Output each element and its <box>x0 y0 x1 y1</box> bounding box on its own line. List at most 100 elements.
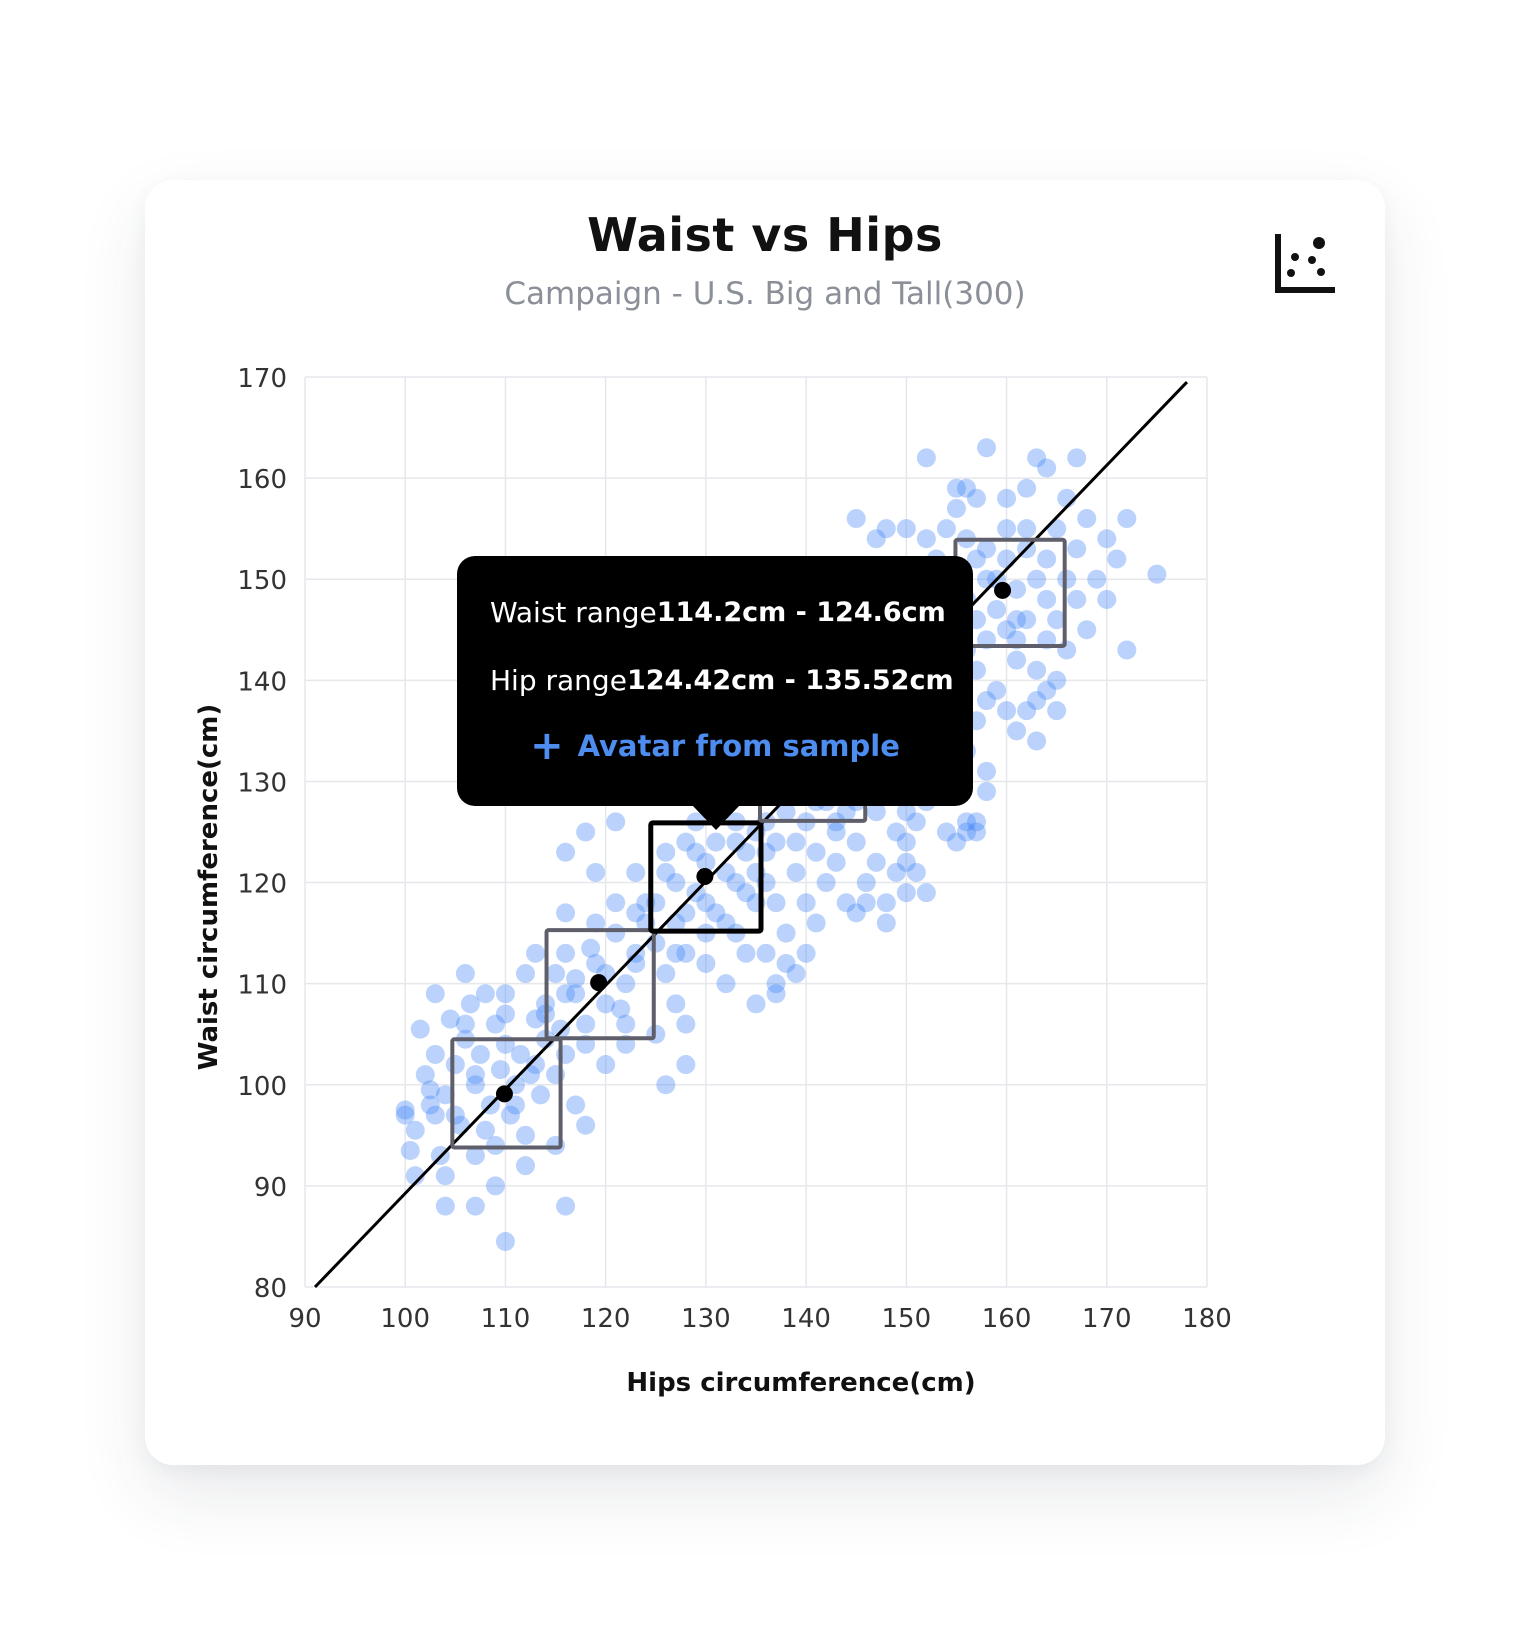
data-point <box>997 620 1017 640</box>
scatter-plot: 90 100 110 120 130 140 150 160 170 18080901001101… <box>194 364 1232 1398</box>
data-point <box>420 1080 440 1100</box>
chart-card: Waist vs Hips Campaign - U.S. Big and Ta… <box>145 180 1385 1465</box>
data-point <box>586 953 606 973</box>
data-point <box>977 761 997 781</box>
data-point <box>485 1176 505 1196</box>
data-point <box>966 812 986 832</box>
data-point <box>556 903 576 923</box>
data-point <box>405 1166 425 1186</box>
chart-type-button[interactable] <box>1273 230 1339 296</box>
range-center-point <box>495 1085 513 1103</box>
data-point <box>1067 589 1087 609</box>
data-point <box>425 984 445 1004</box>
data-point <box>756 943 776 963</box>
data-point <box>997 701 1017 721</box>
data-point <box>515 964 535 984</box>
data-point <box>776 953 796 973</box>
data-point <box>490 1060 510 1080</box>
data-point <box>906 862 926 882</box>
data-point <box>846 832 866 852</box>
data-point <box>445 1105 465 1125</box>
data-point <box>1017 478 1037 498</box>
data-point <box>886 862 906 882</box>
data-point <box>776 802 796 822</box>
range-tooltip: Waist range 114.2cm - 124.6cm Hip range … <box>457 556 973 830</box>
data-point <box>826 822 846 842</box>
data-point <box>1037 589 1057 609</box>
data-point <box>1017 519 1037 539</box>
data-point <box>776 923 796 943</box>
data-point <box>716 913 736 933</box>
data-point <box>611 999 631 1019</box>
data-point <box>726 873 746 893</box>
data-point <box>1037 458 1057 478</box>
data-point <box>1077 509 1097 529</box>
data-point <box>666 873 686 893</box>
data-point <box>736 943 756 963</box>
hip-range-row: Hip range 124.42cm - 135.52cm <box>490 660 954 700</box>
data-point <box>946 832 966 852</box>
data-point <box>395 1100 415 1120</box>
data-point <box>846 903 866 923</box>
data-point <box>736 883 756 903</box>
y-tick-label: 140 <box>237 667 287 697</box>
data-point <box>1147 564 1167 584</box>
data-point <box>465 1075 485 1095</box>
x-tick-label: 100 <box>380 1304 430 1334</box>
data-point <box>1067 448 1087 468</box>
data-point <box>836 893 856 913</box>
x-tick-label: 180 <box>1182 1304 1232 1334</box>
data-point <box>706 903 726 923</box>
data-point <box>1047 701 1067 721</box>
data-point <box>475 1120 495 1140</box>
data-point <box>616 974 636 994</box>
data-point <box>987 600 1007 620</box>
range-box[interactable] <box>450 1037 563 1150</box>
data-point <box>415 1065 435 1085</box>
y-tick-label: 90 <box>254 1173 287 1203</box>
data-point <box>936 822 956 842</box>
data-point <box>1047 519 1067 539</box>
data-point <box>551 1019 571 1039</box>
data-point <box>1087 569 1107 589</box>
data-point <box>566 1095 586 1115</box>
data-point <box>966 822 986 842</box>
data-point <box>455 964 475 984</box>
scatter-chart-icon <box>1275 234 1335 293</box>
data-point <box>866 852 886 872</box>
chart-subtitle: Campaign - U.S. Big and Tall(300) <box>504 276 1026 312</box>
data-point <box>526 943 546 963</box>
range-box[interactable] <box>544 928 656 1041</box>
data-point <box>526 1009 546 1029</box>
data-point <box>435 1196 455 1216</box>
data-point <box>556 1196 576 1216</box>
data-point <box>405 1120 425 1140</box>
data-point <box>410 1019 430 1039</box>
data-point <box>445 1055 465 1075</box>
data-point <box>576 1115 596 1135</box>
data-point <box>435 1085 455 1105</box>
data-point <box>556 943 576 963</box>
x-axis-label: Hips circumference(cm) <box>626 1368 975 1398</box>
data-point <box>786 862 806 882</box>
data-point <box>495 984 515 1004</box>
data-point <box>656 1075 676 1095</box>
data-point <box>646 1024 666 1044</box>
range-center-point <box>590 974 608 992</box>
y-tick-label: 110 <box>237 971 287 1001</box>
data-point <box>696 953 716 973</box>
data-point <box>786 832 806 852</box>
data-point <box>566 984 586 1004</box>
data-point <box>1047 610 1067 630</box>
trend-line <box>313 381 1189 1289</box>
data-point <box>576 1014 596 1034</box>
range-center-point <box>994 581 1012 599</box>
y-tick-label: 130 <box>237 768 287 798</box>
data-point <box>896 802 916 822</box>
data-point <box>766 974 786 994</box>
avatar-from-sample-button[interactable]: + Avatar from sample <box>457 724 973 768</box>
data-point <box>1107 549 1127 569</box>
data-point <box>977 539 997 559</box>
data-point <box>666 943 686 963</box>
data-point <box>420 1095 440 1115</box>
